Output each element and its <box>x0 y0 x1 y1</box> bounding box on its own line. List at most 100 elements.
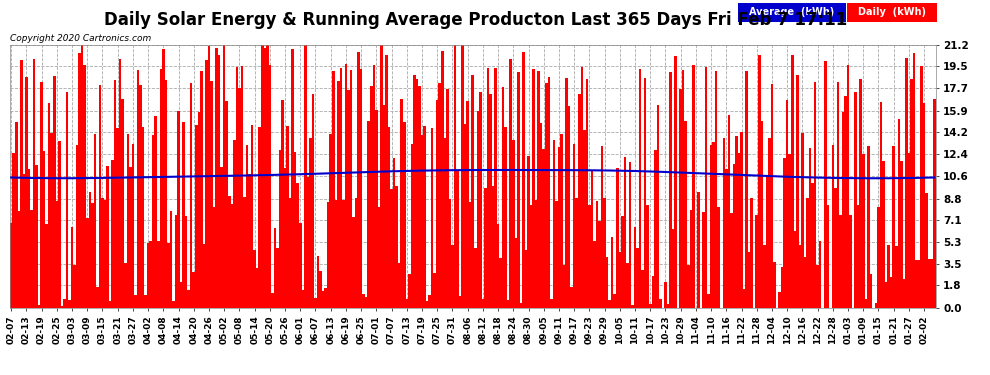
Bar <box>550 298 552 307</box>
Bar <box>538 72 540 308</box>
Bar <box>525 250 528 307</box>
Bar <box>431 129 434 308</box>
Bar <box>13 153 15 308</box>
Bar <box>687 266 690 308</box>
Bar <box>898 119 900 308</box>
Bar <box>122 99 124 308</box>
Bar <box>507 300 510 307</box>
Bar <box>286 126 289 308</box>
Bar <box>466 101 469 308</box>
Bar <box>862 154 864 308</box>
Bar <box>517 72 520 308</box>
Bar <box>464 124 466 308</box>
Bar <box>755 214 758 308</box>
Bar <box>340 68 343 308</box>
Bar <box>479 92 481 308</box>
Bar <box>273 228 276 308</box>
Bar <box>528 156 530 308</box>
Bar <box>814 82 817 308</box>
Bar <box>223 45 226 308</box>
Bar <box>167 243 169 308</box>
Bar <box>99 85 101 308</box>
Bar <box>20 60 23 308</box>
Text: Daily  (kWh): Daily (kWh) <box>858 8 926 17</box>
Bar <box>367 121 370 308</box>
Bar <box>41 82 43 308</box>
Bar <box>591 171 593 308</box>
Bar <box>424 126 426 308</box>
Bar <box>758 56 760 308</box>
Bar <box>476 111 479 308</box>
Bar <box>30 210 33 308</box>
Bar <box>713 142 715 308</box>
Bar <box>33 59 36 308</box>
Bar <box>731 213 733 308</box>
Bar <box>639 69 642 308</box>
Bar <box>817 265 819 308</box>
Bar <box>357 52 360 308</box>
Bar <box>895 246 898 308</box>
Bar <box>535 200 538 308</box>
Bar <box>778 292 781 308</box>
Bar <box>261 45 263 308</box>
Bar <box>177 111 180 308</box>
Bar <box>913 53 916 308</box>
Bar <box>65 92 68 308</box>
Bar <box>461 45 464 308</box>
Bar <box>791 55 794 308</box>
Bar <box>540 123 543 308</box>
Bar <box>157 241 159 308</box>
Bar <box>46 224 48 308</box>
Bar <box>505 127 507 308</box>
Bar <box>76 145 78 308</box>
Bar <box>578 94 580 308</box>
Bar <box>560 134 562 308</box>
Bar <box>182 122 185 308</box>
Bar <box>403 122 406 308</box>
Bar <box>596 201 598 308</box>
Bar <box>832 145 835 308</box>
Bar <box>175 215 177 308</box>
Bar <box>271 293 273 308</box>
Bar <box>502 87 505 308</box>
Bar <box>827 205 829 308</box>
Bar <box>218 56 221 308</box>
Bar <box>637 248 639 308</box>
Bar <box>253 250 255 308</box>
Bar <box>106 166 109 308</box>
Bar <box>268 64 271 308</box>
Bar <box>395 186 398 308</box>
Bar <box>745 71 747 308</box>
Bar <box>352 217 354 308</box>
Bar <box>109 301 111 307</box>
Text: Average  (kWh): Average (kWh) <box>749 8 835 17</box>
Bar <box>611 237 614 308</box>
Bar <box>783 158 786 308</box>
Bar <box>626 263 629 308</box>
Bar <box>365 297 367 307</box>
Bar <box>436 100 439 308</box>
Bar <box>127 134 129 308</box>
Bar <box>666 303 669 307</box>
Bar <box>50 133 53 308</box>
Bar <box>309 138 312 308</box>
Bar <box>768 138 770 308</box>
Text: Copyright 2020 Cartronics.com: Copyright 2020 Cartronics.com <box>10 34 151 43</box>
Bar <box>111 160 114 308</box>
Bar <box>406 298 408 307</box>
Bar <box>510 60 512 308</box>
Bar <box>773 262 776 308</box>
Bar <box>36 165 38 308</box>
Bar <box>799 245 801 308</box>
Bar <box>266 45 268 308</box>
Bar <box>905 58 908 308</box>
Bar <box>360 69 362 308</box>
Bar <box>400 99 403 308</box>
Bar <box>53 76 55 307</box>
Bar <box>446 89 448 308</box>
Bar <box>682 70 684 308</box>
Bar <box>279 150 281 308</box>
Bar <box>439 83 441 308</box>
Bar <box>918 260 921 308</box>
Bar <box>458 296 461 307</box>
